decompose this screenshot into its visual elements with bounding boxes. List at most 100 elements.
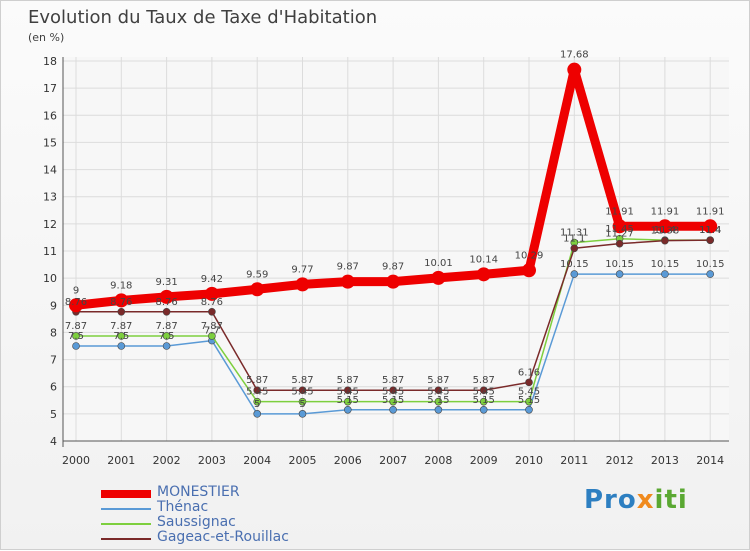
data-label-monestier-2003: 9.42	[201, 274, 223, 285]
y-tick-label-17: 17	[43, 82, 57, 95]
data-label-monestier-2004: 9.59	[246, 269, 268, 280]
data-point-monestier-2008	[431, 270, 446, 285]
x-tick-label-2007: 2007	[379, 454, 407, 467]
x-tick-label-2002: 2002	[153, 454, 181, 467]
y-tick-label-14: 14	[43, 164, 57, 177]
data-label-saussignac-2014: 11.4	[699, 225, 721, 236]
legend-swatch-gageac	[101, 538, 151, 540]
x-tick-label-2010: 2010	[515, 454, 543, 467]
data-label-saussignac-2012: 11.45	[605, 224, 634, 235]
data-label-gageac-et-rouillac-2010: 6.16	[518, 367, 540, 378]
data-label-saussignac-2008: 5.45	[427, 387, 449, 398]
data-point-gageac-et-rouillac-2008	[434, 386, 443, 395]
data-point-saussignac-2000	[72, 332, 80, 340]
data-label-monestier-2008: 10.01	[424, 258, 453, 269]
data-label-saussignac-2010: 5.45	[518, 387, 540, 398]
legend-label-thenac: Thénac	[157, 499, 209, 515]
y-tick-label-4: 4	[50, 435, 57, 448]
plot-background	[63, 57, 729, 441]
data-label-gageac-et-rouillac-2014: 11.4	[699, 225, 721, 236]
data-label-monestier-2002: 9.31	[155, 277, 177, 288]
data-point-thenac-2010	[525, 405, 533, 414]
data-point-gageac-et-rouillac-2011	[570, 244, 579, 253]
legend-label-gageac: Gageac-et-Rouillac	[157, 529, 289, 545]
x-tick-label-2005: 2005	[289, 454, 317, 467]
y-tick-label-10: 10	[43, 272, 57, 285]
data-point-monestier-2010	[522, 263, 536, 278]
x-tick-label-2008: 2008	[424, 454, 452, 467]
axes: 4 5 6 7 8 9 10 11 12 13 14 15 16 17 18 2000 2001 2002 2003…	[43, 55, 729, 467]
data-point-gageac-et-rouillac-2009	[479, 386, 488, 395]
data-point-thenac-2006	[343, 405, 352, 414]
y-tick-label-11: 11	[43, 245, 57, 258]
data-label-monestier-2001: 9.18	[110, 280, 132, 291]
data-label-saussignac-2007: 5.45	[382, 387, 404, 398]
data-label-gageac-et-rouillac-2006: 5.87	[337, 375, 359, 386]
data-label-saussignac-2005: 5.45	[291, 387, 313, 398]
data-label-saussignac-2006: 5.45	[337, 387, 359, 398]
x-tick-label-2012: 2012	[606, 454, 634, 467]
data-label-monestier-2010: 10.29	[515, 250, 544, 261]
data-label-monestier-2000: 9	[73, 285, 79, 296]
data-point-thenac-2001	[117, 342, 126, 350]
data-point-thenac-2008	[434, 405, 443, 414]
data-label-monestier-2012: 11.91	[605, 206, 634, 217]
data-point-saussignac-2005	[298, 397, 307, 406]
data-point-monestier-2000	[69, 298, 83, 313]
data-label-thenac-2008: 5.15	[427, 395, 449, 406]
data-point-monestier-2004	[250, 282, 265, 297]
data-label-thenac-2012: 10.15	[605, 259, 634, 270]
data-label-monestier-2011: 17.68	[560, 50, 589, 61]
series-lines	[69, 62, 718, 418]
y-tick-label-16: 16	[43, 109, 57, 122]
data-label-thenac-2004: 5	[254, 399, 260, 410]
x-tick-label-2001: 2001	[107, 454, 135, 467]
data-label-monestier-2006: 9.87	[337, 262, 359, 273]
data-point-monestier-2003	[204, 286, 219, 301]
y-tick-label-6: 6	[50, 381, 57, 394]
x-tick-label-2006: 2006	[334, 454, 362, 467]
data-label-saussignac-2003: 7.87	[201, 321, 223, 332]
data-point-saussignac-2001	[117, 332, 126, 340]
data-point-monestier-2013	[657, 219, 672, 234]
data-label-saussignac-2002: 7.87	[155, 321, 177, 332]
data-point-thenac-2002	[162, 342, 171, 350]
data-label-thenac-2010: 5.15	[518, 395, 540, 406]
data-point-saussignac-2007	[389, 397, 397, 406]
data-labels: 7.5 7.5 7.5 7.7 5 5 5.15 5.15 5.15 5.15 5.15 10.15 1…	[65, 50, 725, 410]
data-label-thenac-2000: 7.5	[68, 331, 84, 342]
data-point-gageac-et-rouillac-2014	[706, 236, 715, 244]
data-point-saussignac-2009	[479, 397, 488, 406]
data-point-monestier-2002	[159, 289, 174, 304]
data-point-monestier-2009	[476, 267, 491, 282]
data-label-thenac-2001: 7.5	[113, 331, 129, 342]
data-point-saussignac-2002	[162, 332, 171, 340]
data-point-monestier-2011	[567, 62, 582, 77]
legend-item-monestier: MONESTIER	[101, 484, 401, 501]
data-point-gageac-et-rouillac-2010	[525, 378, 533, 387]
grid-lines	[63, 57, 729, 442]
data-label-gageac-et-rouillac-2008: 5.87	[427, 375, 449, 386]
data-point-saussignac-2010	[525, 397, 533, 406]
data-label-thenac-2014: 10.15	[696, 259, 725, 270]
data-label-gageac-et-rouillac-2009: 5.87	[473, 375, 495, 386]
data-point-thenac-2011	[570, 270, 579, 278]
x-tick-label-2000: 2000	[62, 454, 90, 467]
proxiti-logo: Proxiti	[584, 485, 688, 515]
data-label-thenac-2006: 5.15	[337, 395, 359, 406]
chart-subtitle: (en %)	[28, 31, 65, 44]
chart-title: Evolution du Taux de Taxe d'Habitation	[28, 7, 378, 28]
data-label-saussignac-2000: 7.87	[65, 321, 87, 332]
data-point-saussignac-2003	[208, 332, 216, 340]
legend-label-monestier: MONESTIER	[157, 484, 240, 500]
data-point-gageac-et-rouillac-2006	[343, 386, 352, 395]
legend-swatch-saussignac	[101, 523, 151, 525]
data-point-thenac-2005	[298, 410, 307, 418]
data-point-monestier-2007	[386, 274, 401, 289]
data-label-monestier-2014: 11.91	[696, 206, 725, 217]
data-label-gageac-et-rouillac-2013: 11.38	[651, 226, 680, 237]
data-label-monestier-2009: 10.14	[469, 254, 498, 265]
data-point-thenac-2012	[615, 270, 624, 278]
data-point-gageac-et-rouillac-2007	[389, 386, 397, 395]
data-label-thenac-2007: 5.15	[382, 395, 404, 406]
